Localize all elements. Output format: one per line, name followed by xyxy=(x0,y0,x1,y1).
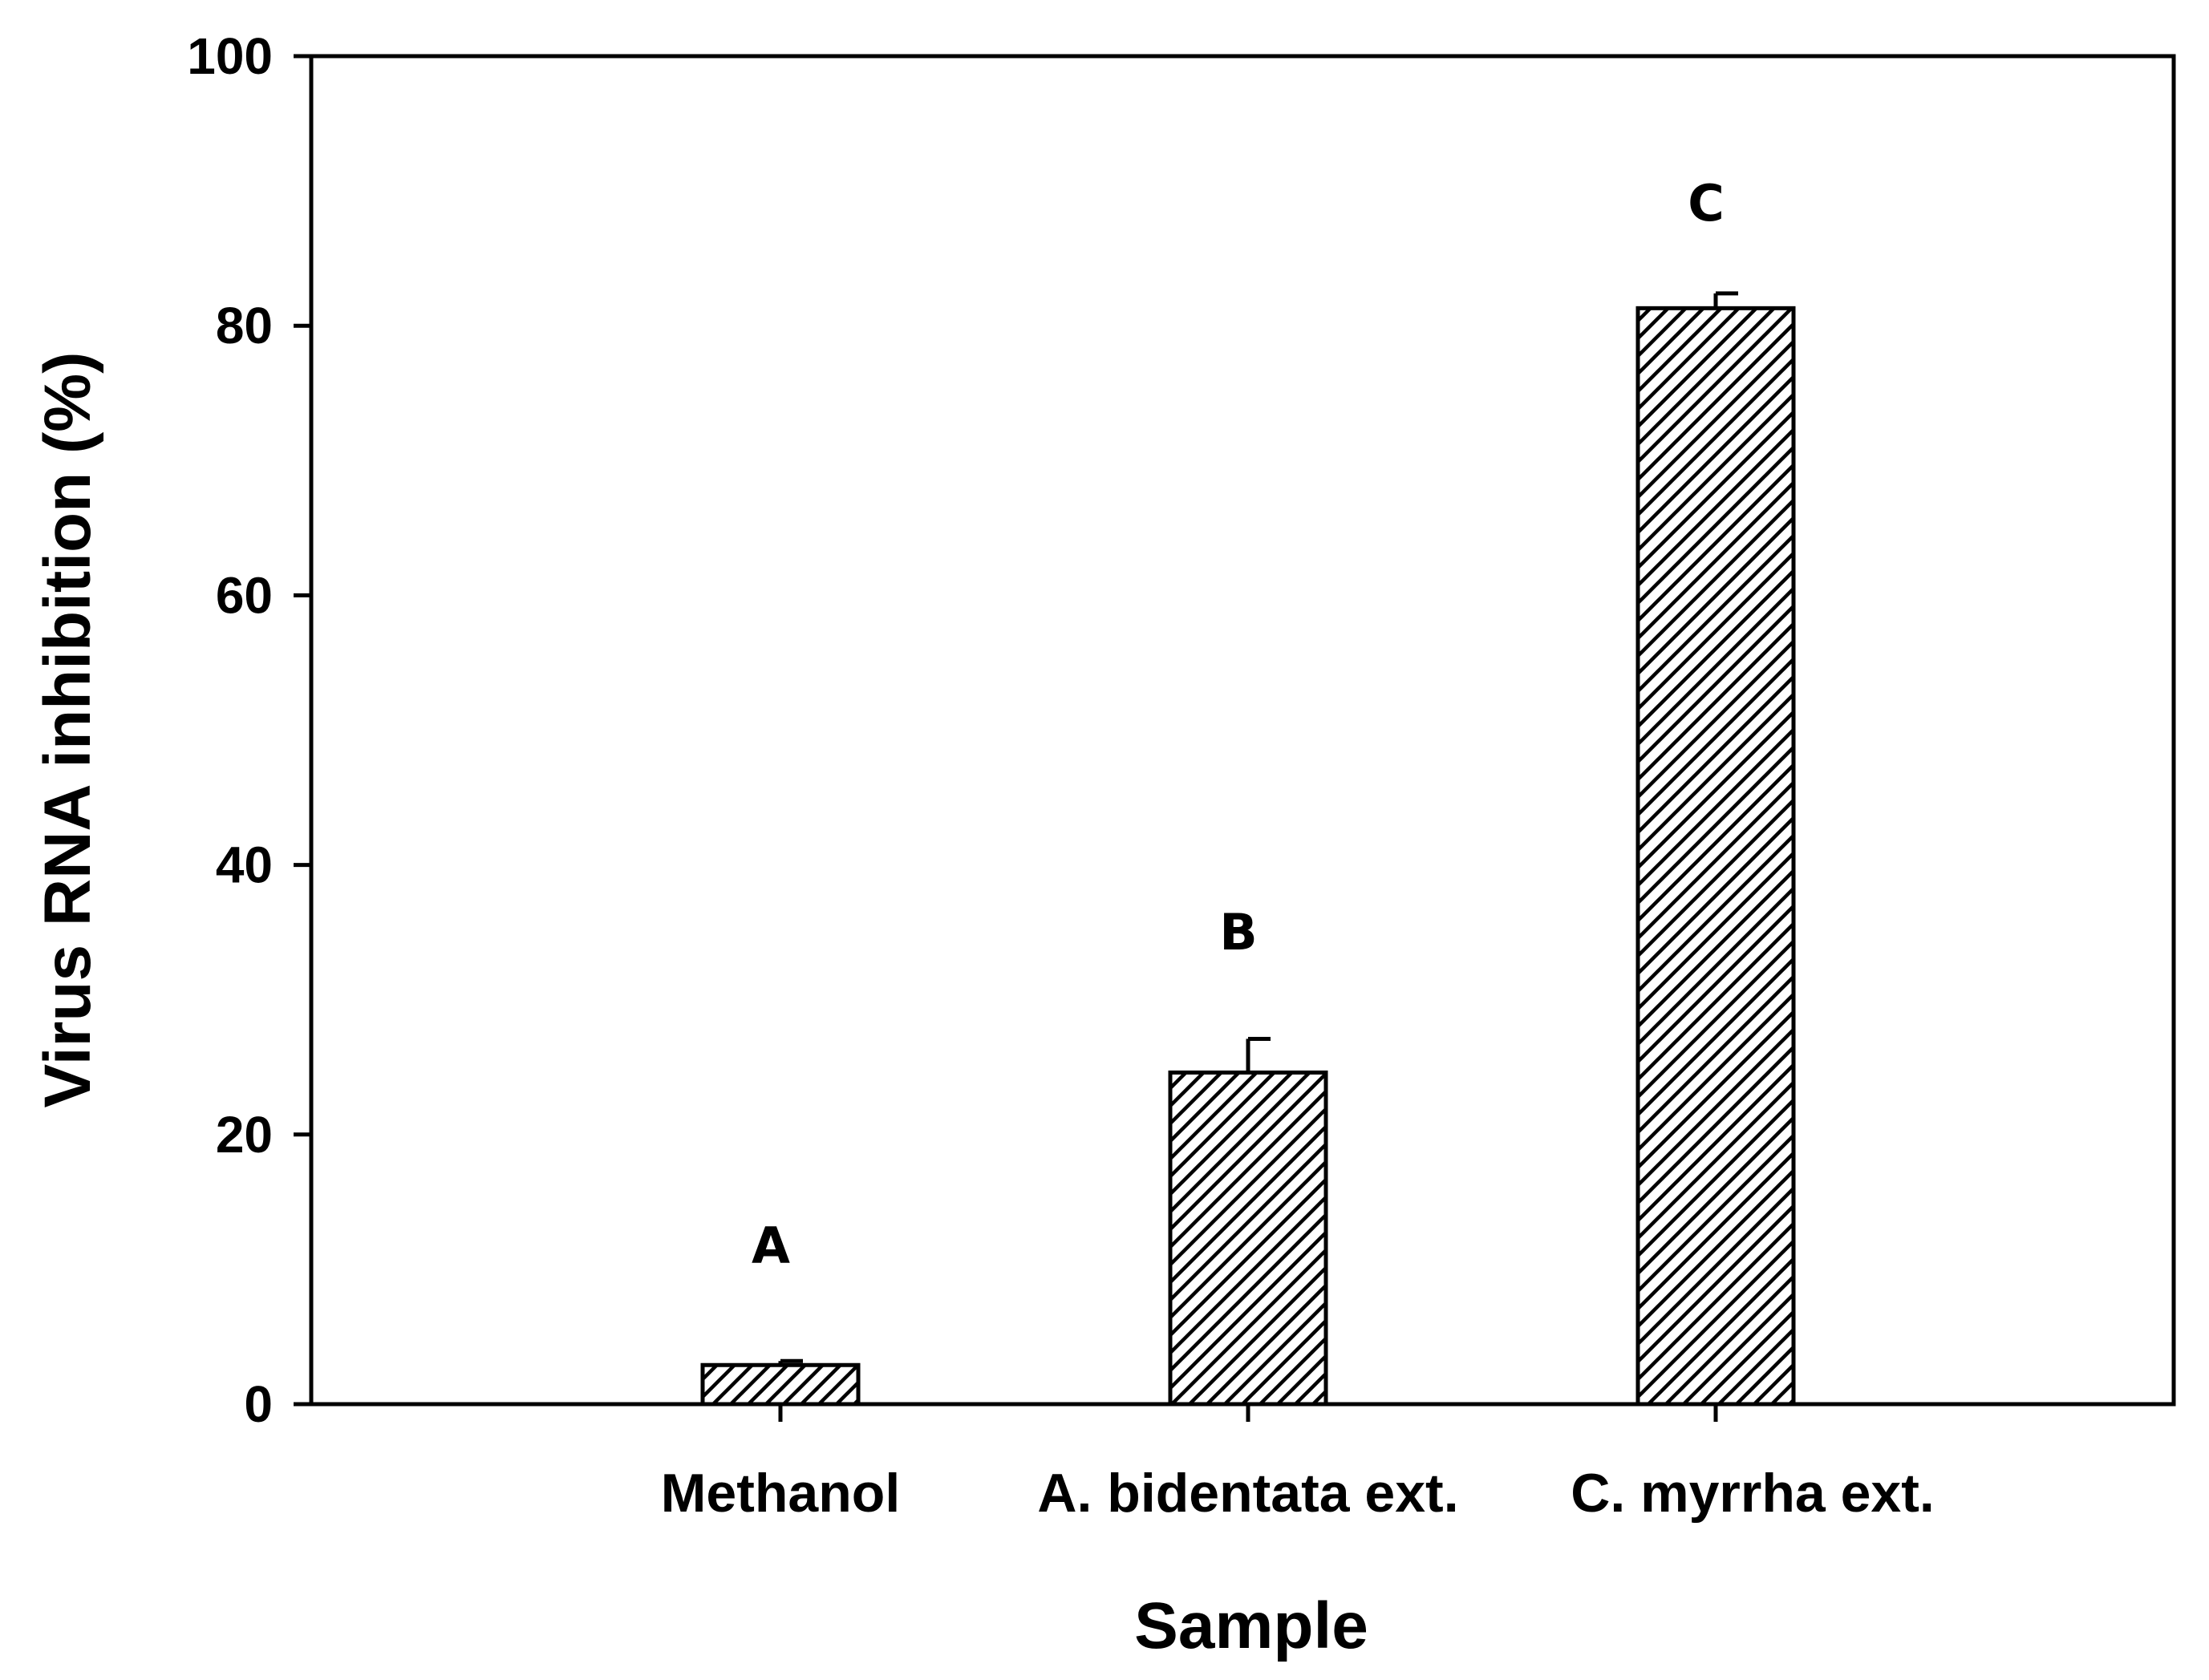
y-tick-label-1: 20 xyxy=(216,1106,273,1164)
error-bar-2 xyxy=(1713,291,1738,309)
significance-label-1: B xyxy=(1219,903,1257,961)
y-axis-ticks: 0 20 40 60 80 100 xyxy=(187,27,311,1433)
bars xyxy=(700,306,1796,1407)
category-labels: Methanol A. bidentata ext. C. myrrha ext. xyxy=(661,1463,1935,1524)
y-tick-label-2: 40 xyxy=(216,836,273,894)
error-bars xyxy=(778,291,1738,1366)
x-axis-ticks xyxy=(778,1404,1718,1422)
error-bar-1 xyxy=(1246,1036,1271,1073)
bar-2 xyxy=(1635,306,1796,1407)
bar-1 xyxy=(1168,1070,1328,1407)
significance-labels: A B C xyxy=(752,174,1725,1275)
category-label-1: A. bidentata ext. xyxy=(1037,1463,1458,1524)
y-tick-label-4: 80 xyxy=(216,297,273,354)
x-axis-title: Sample xyxy=(1134,1589,1368,1662)
y-tick-label-5: 100 xyxy=(187,27,273,85)
significance-label-2: C xyxy=(1688,174,1725,233)
plot-frame xyxy=(309,54,2176,1407)
significance-label-0: A xyxy=(752,1216,790,1275)
category-label-0: Methanol xyxy=(661,1463,900,1524)
category-label-2: C. myrrha ext. xyxy=(1571,1463,1935,1524)
y-axis-title: Virus RNA inhibition (%) xyxy=(31,352,104,1108)
y-tick-label-3: 60 xyxy=(216,566,273,624)
y-tick-label-0: 0 xyxy=(244,1375,273,1433)
error-bar-0 xyxy=(778,1358,803,1366)
bar-0 xyxy=(700,1362,861,1407)
